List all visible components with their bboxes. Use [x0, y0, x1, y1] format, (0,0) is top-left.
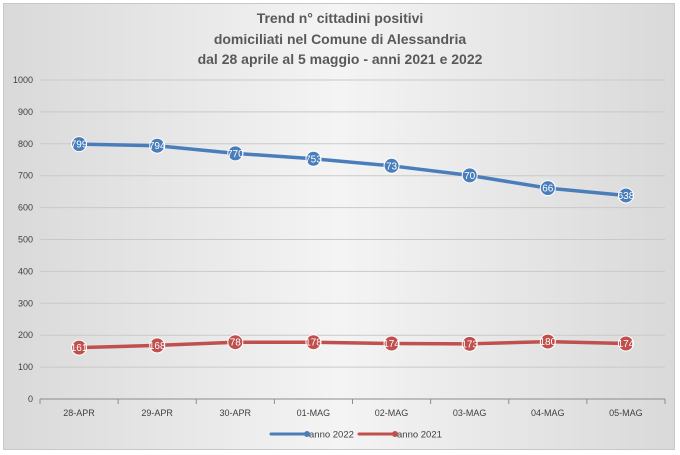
data-label: 174 [618, 339, 635, 350]
chart-title-line-3: dal 28 aprile al 5 maggio - anni 2021 e … [198, 51, 483, 67]
x-axis: 28-APR 29-APR 30-APR 01-MAG 02-MAG 03-MAG 04-M… [39, 399, 666, 418]
y-tick-label: 800 [18, 139, 33, 149]
series-line [77, 142, 628, 198]
data-label: 161 [71, 343, 88, 354]
series-line [77, 339, 628, 350]
data-label: 178 [305, 338, 322, 349]
x-tick-label: 04-MAG [531, 408, 565, 418]
data-point [383, 335, 400, 352]
data-label: 753 [305, 154, 322, 165]
data-label: 78 [230, 338, 242, 349]
legend-label: anno 2021 [397, 430, 442, 441]
y-tick-label: 0 [28, 394, 33, 404]
data-point [227, 145, 244, 162]
legend-marker [392, 431, 398, 437]
gridlines [40, 79, 665, 400]
x-tick-label: 02-MAG [375, 408, 409, 418]
chart-title-line-2: domiciliati nel Comune di Alessandria [214, 31, 467, 47]
y-tick-label: 200 [18, 330, 33, 340]
data-point [149, 137, 166, 154]
data-point [71, 136, 88, 153]
data-label: 638 [618, 191, 635, 202]
data-point [227, 334, 244, 351]
data-point [149, 337, 166, 354]
series-1: 161 168 78 178 174 173 180 174 [71, 333, 635, 356]
legend-item-0: anno 2022 [269, 430, 354, 441]
y-tick-label: 600 [18, 203, 33, 213]
series-0: 799 794 770 753 73 70 66 638 [71, 136, 635, 204]
legend-label: anno 2022 [309, 430, 354, 441]
y-axis: 0 100 200 300 400 500 600 700 800 900 1000 [13, 75, 33, 404]
data-point [617, 187, 634, 204]
data-label: 173 [461, 339, 478, 350]
chart-title: Trend n° cittadini positivi domiciliati … [198, 10, 483, 67]
y-tick-label: 1000 [13, 75, 33, 85]
y-tick-label: 400 [18, 266, 33, 276]
y-tick-label: 700 [18, 171, 33, 181]
data-point [539, 180, 556, 197]
data-label: 174 [383, 339, 400, 350]
data-point [71, 339, 88, 356]
data-label: 73 [386, 161, 398, 172]
data-label: 180 [539, 337, 556, 348]
data-point [305, 150, 322, 167]
series-group: 799 794 770 753 73 70 66 638 161 168 78 178 174 173 18… [71, 136, 635, 356]
y-tick-label: 100 [18, 362, 33, 372]
x-tick-label: 01-MAG [297, 408, 331, 418]
y-tick-label: 300 [18, 298, 33, 308]
legend-marker [304, 431, 310, 437]
legend-item-1: anno 2021 [357, 430, 442, 441]
data-point [383, 157, 400, 174]
data-point [539, 333, 556, 350]
chart-frame [3, 3, 675, 450]
x-tick-label: 29-APR [141, 408, 173, 418]
data-label: 770 [227, 149, 244, 160]
data-label: 70 [464, 171, 476, 182]
chart-title-line-1: Trend n° cittadini positivi [257, 10, 424, 26]
x-tick-label: 03-MAG [453, 408, 487, 418]
x-tick-label: 30-APR [220, 408, 252, 418]
data-point [617, 335, 634, 352]
y-tick-label: 900 [18, 107, 33, 117]
data-point [461, 335, 478, 352]
data-label: 794 [149, 141, 166, 152]
legend: anno 2022 anno 2021 [269, 430, 442, 441]
data-label: 799 [71, 140, 88, 151]
x-tick-label: 28-APR [63, 408, 95, 418]
data-point [461, 167, 478, 184]
data-label: 66 [542, 184, 554, 195]
x-tick-label: 05-MAG [609, 408, 643, 418]
data-point [305, 334, 322, 351]
y-tick-label: 500 [18, 235, 33, 245]
data-label: 168 [149, 341, 166, 352]
